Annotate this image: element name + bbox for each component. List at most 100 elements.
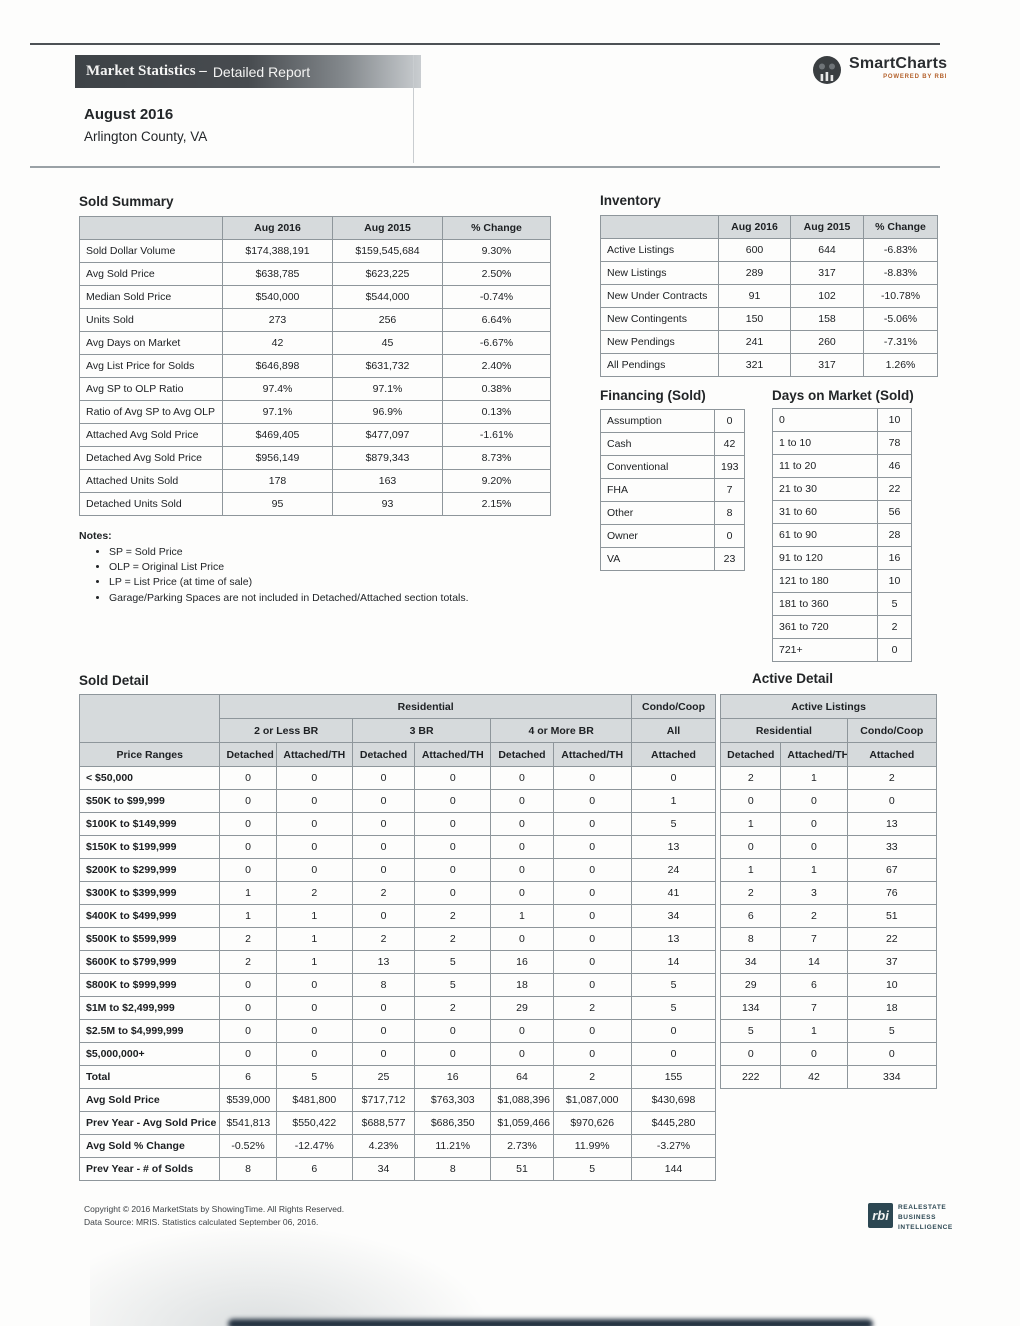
sold-cell: 1 xyxy=(275,927,353,951)
row-label: Detached Units Sold xyxy=(79,492,223,516)
row-label: FHA xyxy=(600,478,715,502)
sold-cell: 2 xyxy=(275,881,353,905)
row-label: 61 to 90 xyxy=(772,523,878,547)
report-month: August 2016 xyxy=(84,106,174,123)
summary-cell: $1,087,000 xyxy=(552,1088,632,1112)
rbi-logo-line: BUSINESS xyxy=(898,1213,937,1221)
table-row: Other 8 xyxy=(600,501,745,525)
summary-cell: 51 xyxy=(490,1157,554,1181)
summary-row-label: Avg Sold % Change xyxy=(78,1134,221,1158)
row-label: Conventional xyxy=(600,455,715,479)
cell: 95 xyxy=(222,492,333,516)
cell: 96.9% xyxy=(332,400,443,424)
active-cell: 33 xyxy=(846,835,938,859)
sold-cell: 0 xyxy=(552,927,632,951)
cell: 97.1% xyxy=(222,400,333,424)
cell: 6.64% xyxy=(442,308,551,332)
summary-cell: $717,712 xyxy=(351,1088,416,1112)
active-cell: 3 xyxy=(780,881,848,905)
sold-cell: 0 xyxy=(275,1042,353,1066)
table-row: 61 to 90 28 xyxy=(772,523,912,547)
cell: -8.83% xyxy=(863,261,938,285)
cell: 2 xyxy=(877,615,912,639)
active-cell: 7 xyxy=(780,927,848,951)
table-row: 31 to 60 56 xyxy=(772,500,912,524)
subgroup-header: All xyxy=(630,718,717,743)
subgroup-header: 3 BR xyxy=(351,718,492,743)
table-row: Ratio of Avg SP to Avg OLP 97.1% 96.9% 0.13… xyxy=(79,400,551,424)
sold-cell: 0 xyxy=(490,812,554,836)
active-cell: 0 xyxy=(780,812,848,836)
table-row: Avg Sold Price $638,785 $623,225 2.50% xyxy=(79,262,551,286)
summary-cell: $481,800 xyxy=(275,1088,353,1112)
detail-row: $5,000,000+ 0 0 0 0 0 0 0 0 0 0 xyxy=(78,1042,938,1066)
summary-cell: 4.23% xyxy=(351,1134,416,1158)
table-row: Avg SP to OLP Ratio 97.4% 97.1% 0.38% xyxy=(79,377,551,401)
sold-cell: 1 xyxy=(275,904,353,928)
detail-summary-row: Prev Year - # of Solds 8 6 34 8 51 5 144 xyxy=(78,1157,937,1181)
cell: 600 xyxy=(718,238,791,262)
sold-cell: 64 xyxy=(490,1065,554,1089)
active-cell: 1 xyxy=(720,858,782,882)
table-row: Attached Avg Sold Price $469,405 $477,097-… xyxy=(79,423,551,447)
active-cell: 2 xyxy=(780,904,848,928)
group-header-active-listings: Active Listings xyxy=(720,694,937,719)
note-item: SP = Sold Price xyxy=(109,545,559,560)
sold-cell: 0 xyxy=(351,835,416,859)
copyright-line: Copyright © 2016 MarketStats by ShowingT… xyxy=(84,1204,345,1214)
price-range-label: $200K to $299,999 xyxy=(78,858,221,882)
cell: 158 xyxy=(790,307,864,331)
cell: 289 xyxy=(718,261,791,285)
cell: 45 xyxy=(332,331,443,355)
summary-cell: 8 xyxy=(219,1157,277,1181)
sold-cell: 5 xyxy=(414,950,492,974)
column-header: Detached xyxy=(490,742,554,767)
cell: 2.40% xyxy=(442,354,551,378)
top-divider xyxy=(30,43,940,45)
sold-cell: 0 xyxy=(552,766,632,790)
column-header: Aug 2015 xyxy=(332,216,443,240)
active-cell: 0 xyxy=(846,1042,938,1066)
active-cell: 0 xyxy=(780,835,848,859)
cell: 193 xyxy=(714,455,745,479)
table-row: VA 23 xyxy=(600,547,745,571)
row-label: Median Sold Price xyxy=(79,285,223,309)
cell: 163 xyxy=(332,469,443,493)
sold-cell: 0 xyxy=(552,835,632,859)
summary-cell: $686,350 xyxy=(414,1111,492,1135)
sold-cell: 0 xyxy=(219,789,277,813)
detail-summary-row: Avg Sold Price $539,000 $481,800 $717,712 $7… xyxy=(78,1088,937,1112)
row-label: Avg Days on Market xyxy=(79,331,223,355)
sold-cell: 2 xyxy=(351,927,416,951)
empty-cell xyxy=(721,1158,937,1181)
sold-cell: 13 xyxy=(630,835,717,859)
header-vertical-divider xyxy=(413,55,414,163)
price-range-label: $400K to $499,999 xyxy=(78,904,221,928)
row-label: Avg List Price for Solds xyxy=(79,354,223,378)
column-header: Aug 2016 xyxy=(718,215,791,239)
sold-cell: 0 xyxy=(219,812,277,836)
active-cell: 0 xyxy=(720,1042,782,1066)
cell: 46 xyxy=(877,454,912,478)
active-cell: 76 xyxy=(846,881,938,905)
sold-cell: 0 xyxy=(552,1042,632,1066)
sold-detail-title: Sold Detail xyxy=(79,673,149,688)
summary-cell: 11.21% xyxy=(414,1134,492,1158)
summary-cell: -3.27% xyxy=(630,1134,717,1158)
sold-cell: 13 xyxy=(630,927,717,951)
sold-cell: 0 xyxy=(275,812,353,836)
table-row: Sold Dollar Volume $174,388,191 $159,545,6… xyxy=(79,239,551,263)
cell: $956,149 xyxy=(222,446,333,470)
footer-text: Copyright © 2016 MarketStats by ShowingT… xyxy=(84,1203,344,1229)
active-cell: 6 xyxy=(720,904,782,928)
cell: -1.61% xyxy=(442,423,551,447)
active-cell: 42 xyxy=(780,1065,848,1089)
sold-cell: 0 xyxy=(275,973,353,997)
summary-cell: $445,280 xyxy=(630,1111,717,1135)
sold-cell: 0 xyxy=(490,1042,554,1066)
summary-row-label: Prev Year - Avg Sold Price xyxy=(78,1111,221,1135)
cell: 178 xyxy=(222,469,333,493)
sold-cell: 5 xyxy=(275,1065,353,1089)
table-row: 361 to 720 2 xyxy=(772,615,912,639)
